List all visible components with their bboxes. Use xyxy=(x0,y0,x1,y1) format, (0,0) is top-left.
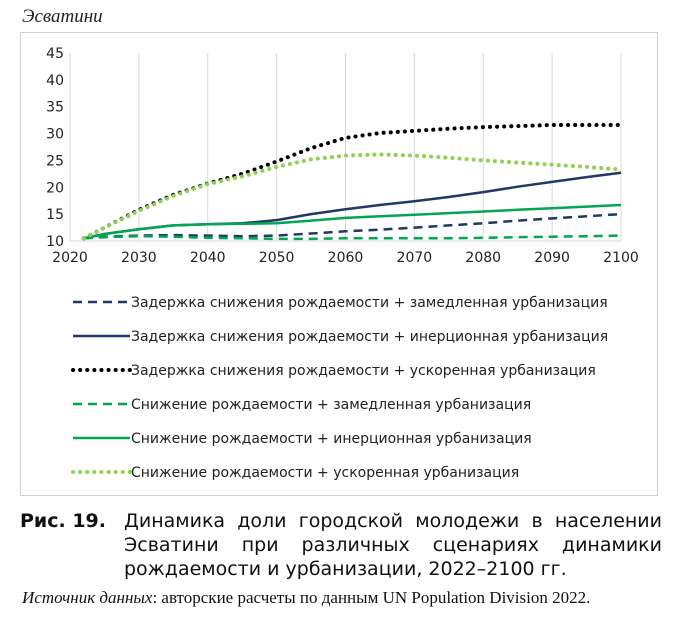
legend-label-decline-inertial: Снижение рождаемости + инерционная урбан… xyxy=(131,431,532,447)
y-tick-label-10: 10 xyxy=(46,234,64,250)
series-line-decline-inertial xyxy=(83,203,622,240)
line-chart: 10 15 20 25 30 35 40 45 2020 2030 2040 2050 2060 2070… xyxy=(46,46,639,481)
x-tick-label-2030: 2030 xyxy=(121,250,157,266)
data-source: Источник данных: авторские расчеты по да… xyxy=(22,588,662,608)
figure-caption: Рис. 19. Динамика доли городской молодеж… xyxy=(20,509,662,581)
chart-title: Эсватини xyxy=(22,6,103,27)
series-line-decline-fast xyxy=(81,152,623,241)
chart-area: 10 15 20 25 30 35 40 45 2020 2030 2040 2050 2060 2070… xyxy=(20,32,658,496)
legend-label-delay-slow: Задержка снижения рождаемости + замедлен… xyxy=(131,295,608,311)
legend-label-delay-fast: Задержка снижения рождаемости + ускоренн… xyxy=(131,363,596,379)
series-line-decline-slow xyxy=(83,234,622,241)
series-line-delay-slow xyxy=(83,212,622,240)
y-tick-label-30: 30 xyxy=(46,127,64,143)
x-tick-label-2060: 2060 xyxy=(328,250,364,266)
legend-label-decline-slow: Снижение рождаемости + замедленная урбан… xyxy=(131,397,531,413)
data-source-label: Источник данных xyxy=(22,588,153,607)
legend-label-decline-fast: Снижение рождаемости + ускоренная урбани… xyxy=(131,465,519,481)
y-tick-label-40: 40 xyxy=(46,73,64,89)
figure-caption-text: Динамика доли городской молодежи в насел… xyxy=(124,510,662,580)
y-tick-label-35: 35 xyxy=(46,100,64,116)
y-tick-label-25: 25 xyxy=(46,153,64,169)
x-tick-label-2100: 2100 xyxy=(603,250,639,266)
y-tick-label-20: 20 xyxy=(46,180,64,196)
figure-number: Рис. 19. xyxy=(20,510,106,532)
legend-label-delay-inertial: Задержка снижения рождаемости + инерцион… xyxy=(131,329,608,345)
x-tick-label-2050: 2050 xyxy=(259,250,295,266)
y-tick-label-45: 45 xyxy=(46,46,64,62)
series-line-delay-fast xyxy=(81,123,623,241)
data-source-text: : авторские расчеты по данным UN Populat… xyxy=(152,588,591,607)
series-line-delay-inertial xyxy=(83,171,622,240)
x-tick-label-2090: 2090 xyxy=(534,250,570,266)
x-tick-label-2040: 2040 xyxy=(190,250,226,266)
y-tick-label-15: 15 xyxy=(46,207,64,223)
x-tick-label-2070: 2070 xyxy=(397,250,433,266)
x-tick-label-2080: 2080 xyxy=(465,250,501,266)
x-tick-label-2020: 2020 xyxy=(52,250,88,266)
